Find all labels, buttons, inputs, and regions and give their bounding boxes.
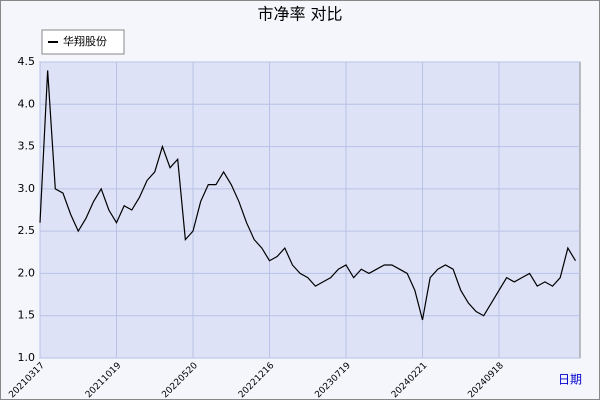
y-tick-label: 1.5 (18, 309, 36, 322)
y-tick-label: 4.0 (18, 97, 36, 110)
y-tick-label: 3.5 (18, 140, 36, 153)
y-tick-label: 2.5 (18, 224, 36, 237)
y-tick-label: 2.0 (18, 266, 36, 279)
y-tick-label: 3.0 (18, 182, 36, 195)
y-tick-label: 1.0 (18, 351, 36, 364)
legend-label: 华翔股份 (63, 34, 107, 48)
chart-title: 市净率 对比 (257, 5, 342, 24)
y-tick-label: 4.5 (18, 55, 36, 68)
line (39, 70, 577, 321)
x-axis-label: 日期 (558, 373, 582, 387)
plot-area (39, 61, 581, 359)
